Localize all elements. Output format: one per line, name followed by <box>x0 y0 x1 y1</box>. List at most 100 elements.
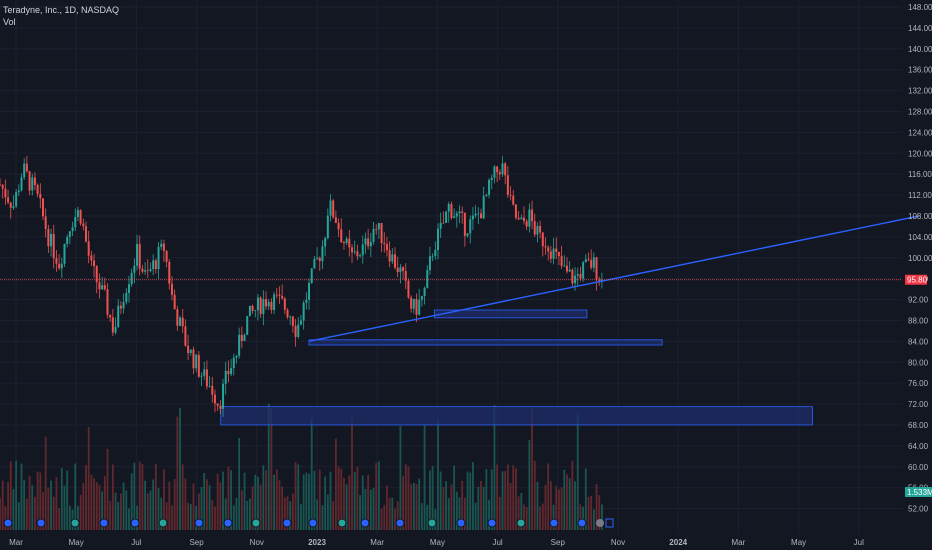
candle-body <box>205 369 208 387</box>
candle-body <box>463 212 466 236</box>
candle-body <box>531 209 534 222</box>
volume-bar <box>103 476 106 530</box>
candle-body <box>385 244 388 251</box>
volume-bar <box>176 416 179 530</box>
candle-body <box>149 269 152 271</box>
volume-bar <box>230 470 232 530</box>
candle-body <box>168 261 171 284</box>
volume-bar <box>512 465 515 530</box>
volume-bar <box>396 501 399 530</box>
candle-body <box>103 285 106 290</box>
volume-bar <box>324 476 327 530</box>
volume-bar <box>469 472 472 530</box>
price-tick-label: 64.00 <box>908 442 929 451</box>
candle-body <box>522 217 525 222</box>
time-tick-label: Mar <box>732 538 746 547</box>
candle-body <box>66 237 69 245</box>
volume-bar <box>445 481 447 530</box>
support-zones[interactable] <box>220 309 814 426</box>
candle-body <box>485 194 488 197</box>
price-tick-label: 144.00 <box>908 24 932 33</box>
volume-bar <box>270 408 273 530</box>
volume-bar <box>297 464 300 530</box>
volume-bar <box>168 481 171 530</box>
event-markers[interactable] <box>3 518 614 528</box>
volume-bar <box>472 462 474 530</box>
volume-badge <box>905 487 932 497</box>
volume-bar <box>601 504 603 530</box>
candle-body <box>474 213 477 216</box>
volume-bar <box>584 468 587 530</box>
candle-body <box>302 302 305 321</box>
earnings-marker-icon <box>337 518 347 528</box>
support-zone <box>308 339 663 346</box>
volume-bar <box>184 478 187 530</box>
candle-body <box>222 383 225 409</box>
candle-body <box>375 228 378 230</box>
candle-body <box>106 289 109 315</box>
trendline[interactable] <box>0 215 920 343</box>
volume-bar <box>101 491 104 530</box>
candle-body <box>101 285 104 290</box>
candle-body <box>305 299 308 303</box>
candle-body <box>235 355 238 358</box>
time-axis[interactable]: Mar May Jul Sep Nov 2023 Mar May Jul Sep Nov 2024 Ma… <box>9 538 864 547</box>
candle-body <box>4 188 7 198</box>
candle-body <box>356 251 359 257</box>
volume-bar <box>474 502 477 530</box>
volume-bar <box>482 486 485 530</box>
candle-body <box>41 198 44 217</box>
volume-bar <box>90 474 93 530</box>
candle-body <box>369 241 372 247</box>
candle-body <box>525 221 528 227</box>
candle-body <box>52 233 55 259</box>
volume-bar <box>394 508 396 530</box>
volume-bar <box>173 479 176 530</box>
candle-body <box>461 211 464 213</box>
candle-body <box>442 222 445 224</box>
volume-bar <box>531 408 533 530</box>
volume-bar <box>439 471 442 530</box>
candle-body <box>262 299 265 315</box>
volume-bar <box>431 465 434 530</box>
volume-bar <box>130 473 133 530</box>
candle-body <box>146 270 149 272</box>
time-tick-label: Mar <box>370 538 384 547</box>
volume-bar <box>122 482 125 530</box>
volume-bar <box>520 493 523 530</box>
volume-bar <box>146 493 149 530</box>
volume-bar <box>36 471 39 530</box>
candle-body <box>504 163 507 176</box>
volume-bar <box>214 506 216 530</box>
candle-body <box>455 213 458 217</box>
volume-bar <box>326 494 329 530</box>
candle-body <box>130 272 133 285</box>
volume-bar <box>313 470 316 530</box>
candle-body <box>388 250 391 262</box>
candle-body <box>286 309 289 318</box>
time-tick-label: Sep <box>551 538 566 547</box>
dividend-marker-icon <box>223 518 233 528</box>
candle-body <box>509 194 512 196</box>
volume-bar <box>254 474 257 530</box>
volume-bar <box>410 484 413 530</box>
volume-bar <box>106 448 109 530</box>
volume-bar <box>450 484 453 530</box>
candle-body <box>90 255 93 261</box>
volume-bar <box>1 480 4 530</box>
volume-bar <box>552 504 555 530</box>
volume-bar <box>60 467 63 530</box>
time-tick-label: May <box>430 538 445 547</box>
candle-body <box>160 243 163 248</box>
candle-body <box>592 257 595 268</box>
volume-bar <box>55 476 58 530</box>
volume-bar <box>356 466 359 530</box>
volume-bar <box>171 505 173 530</box>
volume-bar <box>141 463 144 530</box>
price-axis[interactable]: 148.00 144.00 140.00 136.00 132.00 128.00 124.… <box>905 3 932 514</box>
volume-bar <box>68 505 71 530</box>
candle-body <box>189 349 192 353</box>
volume-bar <box>340 468 343 530</box>
